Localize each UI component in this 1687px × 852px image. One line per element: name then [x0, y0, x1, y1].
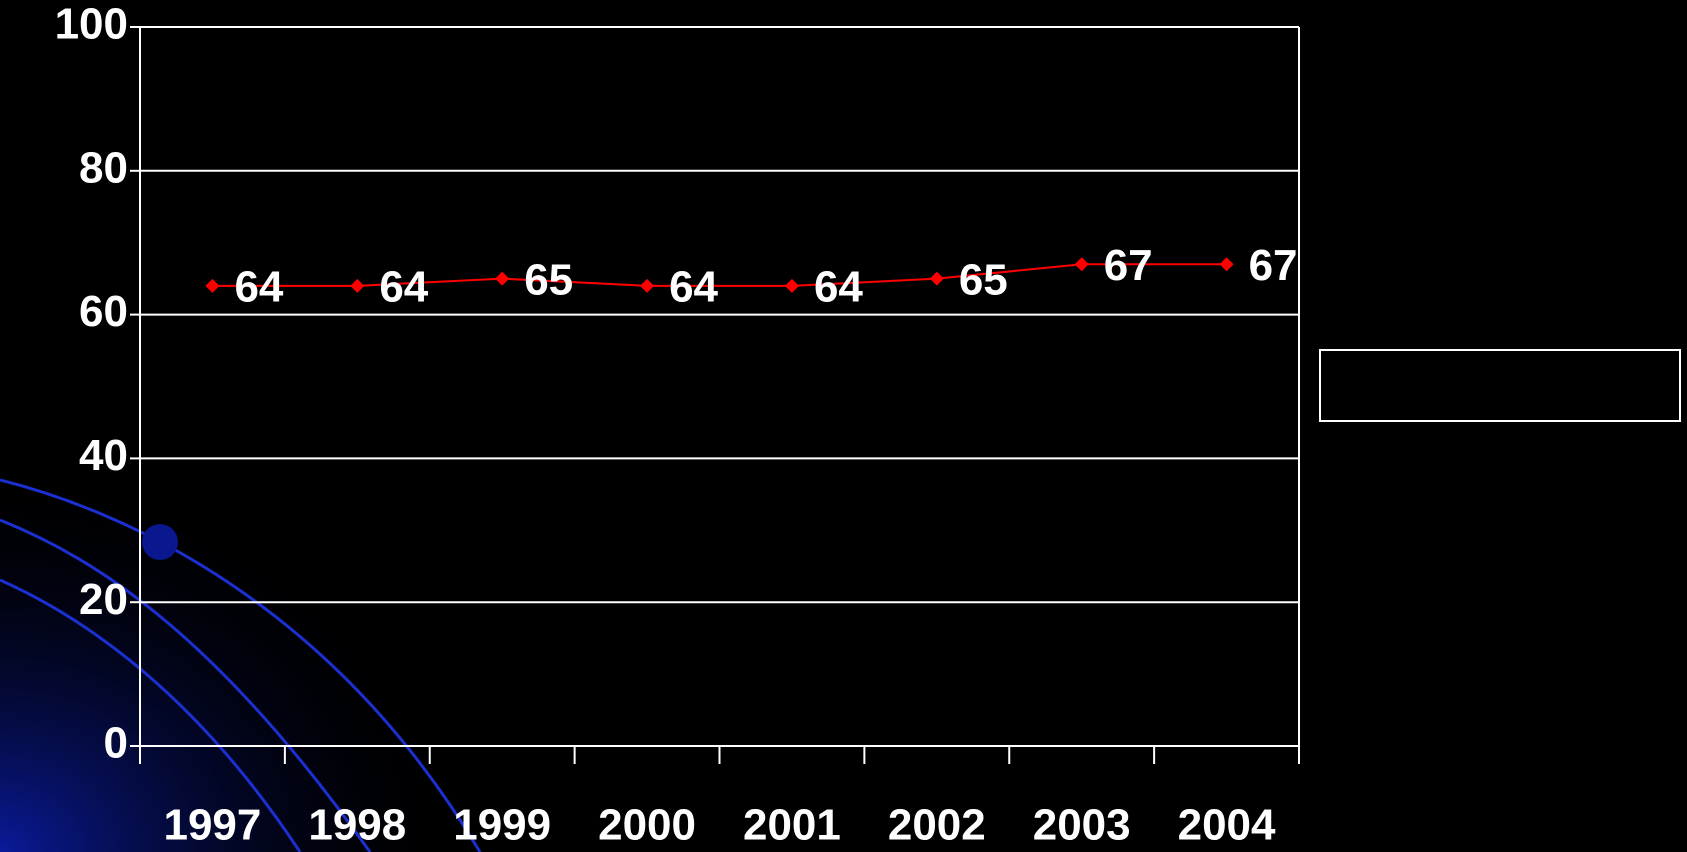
series-line — [212, 263, 1227, 287]
data-label: 64 — [814, 262, 863, 311]
y-tick-label: 20 — [79, 575, 128, 624]
legend-box — [1319, 349, 1681, 422]
x-tick-label: 2004 — [1178, 801, 1276, 850]
background-arcs — [0, 478, 482, 852]
y-tick-label: 80 — [79, 143, 128, 192]
data-point — [205, 278, 220, 293]
y-tick-label: 0 — [104, 719, 128, 768]
x-tick-label: 1999 — [453, 801, 551, 850]
x-tick-label: 2002 — [888, 801, 986, 850]
data-label: 65 — [959, 255, 1008, 304]
x-tick-label: 2001 — [743, 801, 841, 850]
data-label: 67 — [1104, 241, 1153, 290]
background-dot — [142, 524, 178, 560]
data-label: 64 — [669, 262, 718, 311]
background-glow — [0, 420, 520, 852]
x-tick-label: 2003 — [1033, 801, 1131, 850]
data-point — [1219, 257, 1234, 272]
data-label: 67 — [1249, 241, 1298, 290]
y-tick-label: 40 — [79, 431, 128, 480]
data-label: 64 — [234, 262, 283, 311]
data-point — [495, 271, 510, 286]
data-point — [1074, 257, 1089, 272]
x-tick-label: 2000 — [598, 801, 696, 850]
data-point — [640, 278, 655, 293]
data-label: 64 — [379, 262, 428, 311]
y-tick-label: 60 — [79, 287, 128, 336]
x-tick-label: 1997 — [163, 801, 261, 850]
x-tick-label: 1998 — [308, 801, 406, 850]
data-point — [784, 278, 799, 293]
data-point — [929, 271, 944, 286]
data-point — [350, 278, 365, 293]
y-tick-label: 100 — [55, 0, 128, 49]
data-label: 65 — [524, 255, 573, 304]
